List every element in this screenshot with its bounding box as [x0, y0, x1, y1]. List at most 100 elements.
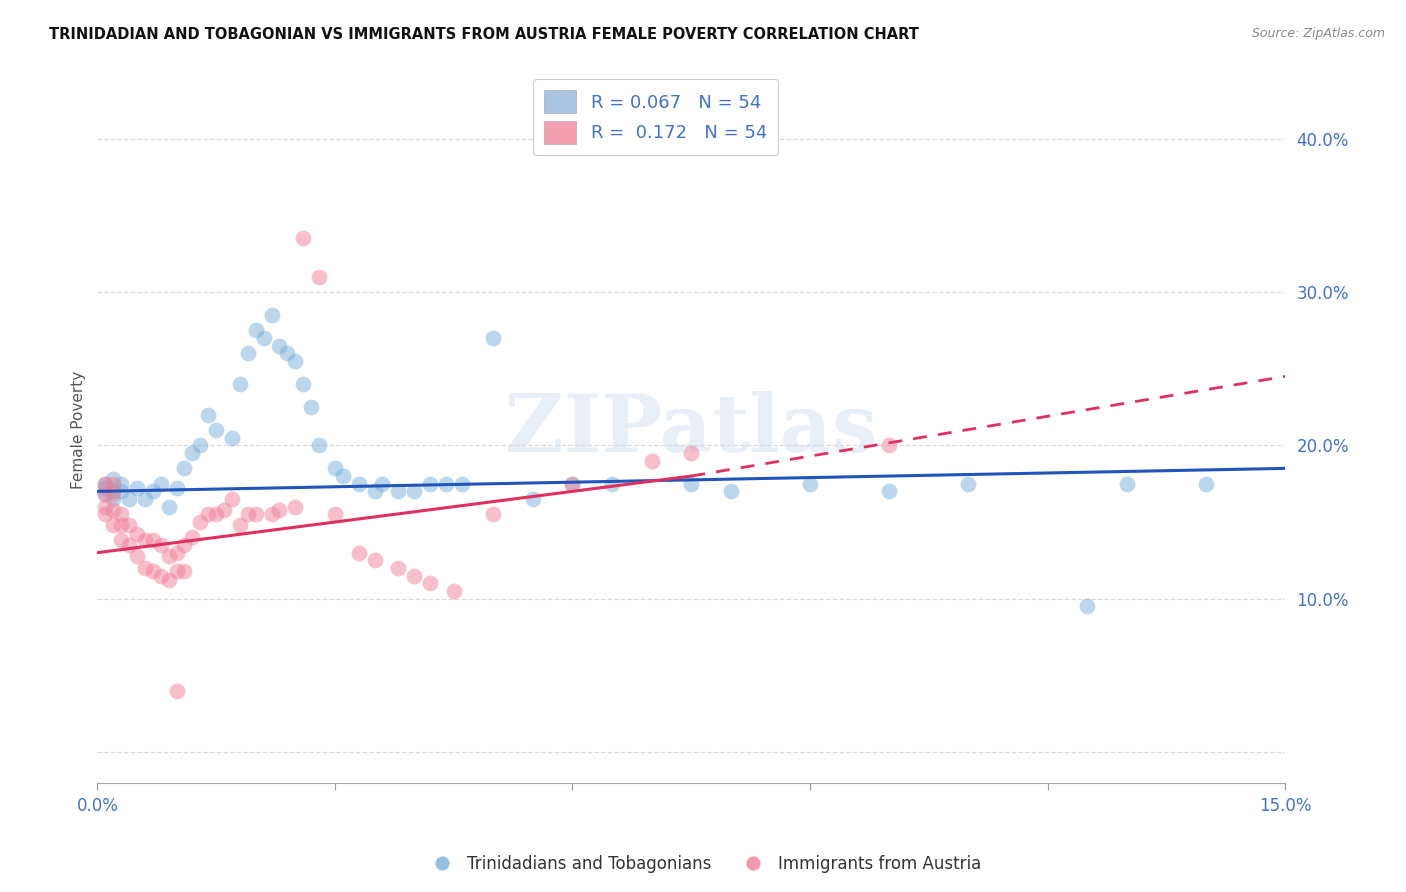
Point — [94, 487, 117, 501]
Point — [103, 487, 125, 501]
Point — [323, 508, 346, 522]
Point — [561, 476, 583, 491]
Point — [157, 574, 180, 588]
Point — [332, 469, 354, 483]
Point — [681, 446, 703, 460]
Legend: R = 0.067   N = 54, R =  0.172   N = 54: R = 0.067 N = 54, R = 0.172 N = 54 — [533, 79, 778, 154]
Text: Source: ZipAtlas.com: Source: ZipAtlas.com — [1251, 27, 1385, 40]
Point — [681, 476, 703, 491]
Point — [253, 331, 276, 345]
Point — [404, 568, 426, 582]
Point — [434, 476, 457, 491]
Point — [323, 461, 346, 475]
Point — [173, 461, 195, 475]
Point — [94, 487, 117, 501]
Point — [957, 476, 980, 491]
Point — [166, 683, 188, 698]
Point — [877, 438, 900, 452]
Point — [125, 481, 148, 495]
Point — [260, 508, 283, 522]
Point — [363, 484, 385, 499]
Point — [118, 518, 141, 533]
Point — [103, 484, 125, 499]
Text: TRINIDADIAN AND TOBAGONIAN VS IMMIGRANTS FROM AUSTRIA FEMALE POVERTY CORRELATION: TRINIDADIAN AND TOBAGONIAN VS IMMIGRANTS… — [49, 27, 920, 42]
Point — [1076, 599, 1098, 614]
Point — [134, 491, 156, 506]
Point — [103, 476, 125, 491]
Point — [110, 508, 132, 522]
Point — [181, 530, 204, 544]
Point — [229, 518, 252, 533]
Point — [157, 549, 180, 563]
Point — [482, 331, 505, 345]
Point — [236, 346, 259, 360]
Point — [347, 546, 370, 560]
Point — [387, 484, 409, 499]
Point — [236, 508, 259, 522]
Point — [142, 564, 165, 578]
Point — [125, 549, 148, 563]
Point — [149, 538, 172, 552]
Point — [181, 446, 204, 460]
Point — [292, 377, 315, 392]
Point — [212, 502, 235, 516]
Point — [188, 438, 211, 452]
Point — [276, 346, 298, 360]
Point — [292, 231, 315, 245]
Point — [720, 484, 742, 499]
Point — [308, 438, 330, 452]
Point — [450, 476, 472, 491]
Point — [188, 515, 211, 529]
Y-axis label: Female Poverty: Female Poverty — [72, 371, 86, 489]
Point — [419, 476, 441, 491]
Point — [94, 500, 117, 514]
Point — [94, 508, 117, 522]
Point — [94, 476, 117, 491]
Point — [299, 400, 322, 414]
Text: ZIPatlas: ZIPatlas — [505, 391, 877, 469]
Point — [205, 508, 228, 522]
Point — [387, 561, 409, 575]
Point — [118, 491, 141, 506]
Point — [134, 533, 156, 548]
Point — [1195, 476, 1218, 491]
Point — [166, 546, 188, 560]
Point — [371, 476, 394, 491]
Point — [799, 476, 821, 491]
Point — [118, 538, 141, 552]
Point — [157, 500, 180, 514]
Point — [149, 476, 172, 491]
Point — [173, 538, 195, 552]
Point — [110, 533, 132, 548]
Point — [269, 339, 291, 353]
Point — [260, 308, 283, 322]
Point — [284, 500, 307, 514]
Point — [347, 476, 370, 491]
Point — [110, 476, 132, 491]
Legend: Trinidadians and Tobagonians, Immigrants from Austria: Trinidadians and Tobagonians, Immigrants… — [419, 848, 987, 880]
Point — [245, 323, 267, 337]
Point — [197, 508, 219, 522]
Point — [197, 408, 219, 422]
Point — [110, 518, 132, 533]
Point — [173, 564, 195, 578]
Point — [221, 491, 243, 506]
Point — [308, 269, 330, 284]
Point — [561, 476, 583, 491]
Point — [166, 481, 188, 495]
Point — [125, 527, 148, 541]
Point — [94, 476, 117, 491]
Point — [443, 584, 465, 599]
Point — [522, 491, 544, 506]
Point — [482, 508, 505, 522]
Point — [142, 484, 165, 499]
Point — [103, 491, 125, 506]
Point — [103, 472, 125, 486]
Point — [245, 508, 267, 522]
Point — [103, 518, 125, 533]
Point — [404, 484, 426, 499]
Point — [600, 476, 623, 491]
Point — [149, 568, 172, 582]
Point — [221, 431, 243, 445]
Point — [166, 564, 188, 578]
